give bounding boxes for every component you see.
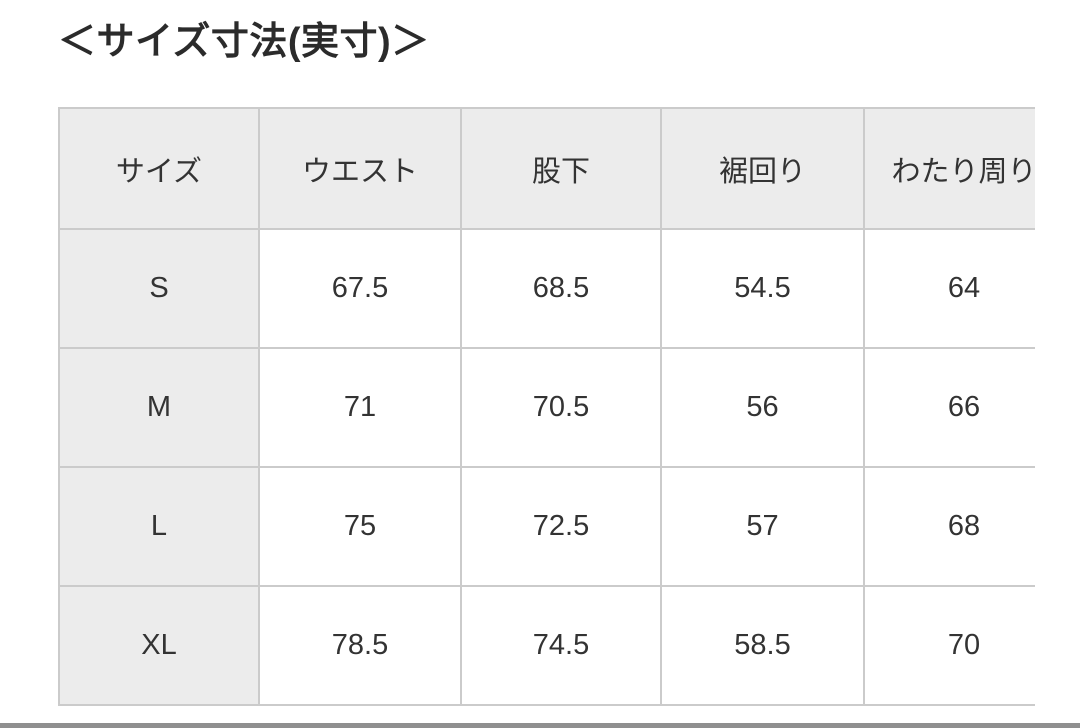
column-header-size: サイズ [58, 107, 260, 230]
table-row-xl: XL 78.5 74.5 58.5 70 [58, 585, 1035, 706]
table-row-s: S 67.5 68.5 54.5 64 [58, 228, 1035, 349]
table-cell-xl-hem: 58.5 [660, 585, 865, 706]
column-header-hem: 裾回り [660, 107, 865, 230]
table-cell-l-hem: 57 [660, 466, 865, 587]
table-cell-s-inseam: 68.5 [460, 228, 662, 349]
table-cell-l-inseam: 72.5 [460, 466, 662, 587]
column-header-inseam: 股下 [460, 107, 662, 230]
table-cell-m-thigh: 66 [863, 347, 1035, 468]
table-cell-m-inseam: 70.5 [460, 347, 662, 468]
table-cell-l-waist: 75 [258, 466, 462, 587]
header-row: サイズ ウエスト 股下 裾回り わたり周り [58, 107, 1035, 230]
table-cell-xl-thigh: 70 [863, 585, 1035, 706]
table-cell-s-waist: 67.5 [258, 228, 462, 349]
row-header-m: M [58, 347, 260, 468]
table-row-l: L 75 72.5 57 68 [58, 466, 1035, 587]
table-cell-s-thigh: 64 [863, 228, 1035, 349]
column-header-thigh: わたり周り [863, 107, 1035, 230]
row-header-l: L [58, 466, 260, 587]
table-cell-l-thigh: 68 [863, 466, 1035, 587]
table-cell-m-hem: 56 [660, 347, 865, 468]
section-divider [0, 723, 1080, 728]
row-header-s: S [58, 228, 260, 349]
table-row-m: M 71 70.5 56 66 [58, 347, 1035, 468]
table-cell-m-waist: 71 [258, 347, 462, 468]
size-table-scroll-container[interactable]: サイズ ウエスト 股下 裾回り わたり周り S 67.5 68.5 54.5 6… [58, 107, 1035, 718]
page-title: ＜サイズ寸法(実寸)＞ [58, 21, 430, 63]
table-cell-s-hem: 54.5 [660, 228, 865, 349]
column-header-waist: ウエスト [258, 107, 462, 230]
table-cell-xl-inseam: 74.5 [460, 585, 662, 706]
row-header-xl: XL [58, 585, 260, 706]
table-cell-xl-waist: 78.5 [258, 585, 462, 706]
size-table: サイズ ウエスト 股下 裾回り わたり周り S 67.5 68.5 54.5 6… [58, 107, 1035, 706]
